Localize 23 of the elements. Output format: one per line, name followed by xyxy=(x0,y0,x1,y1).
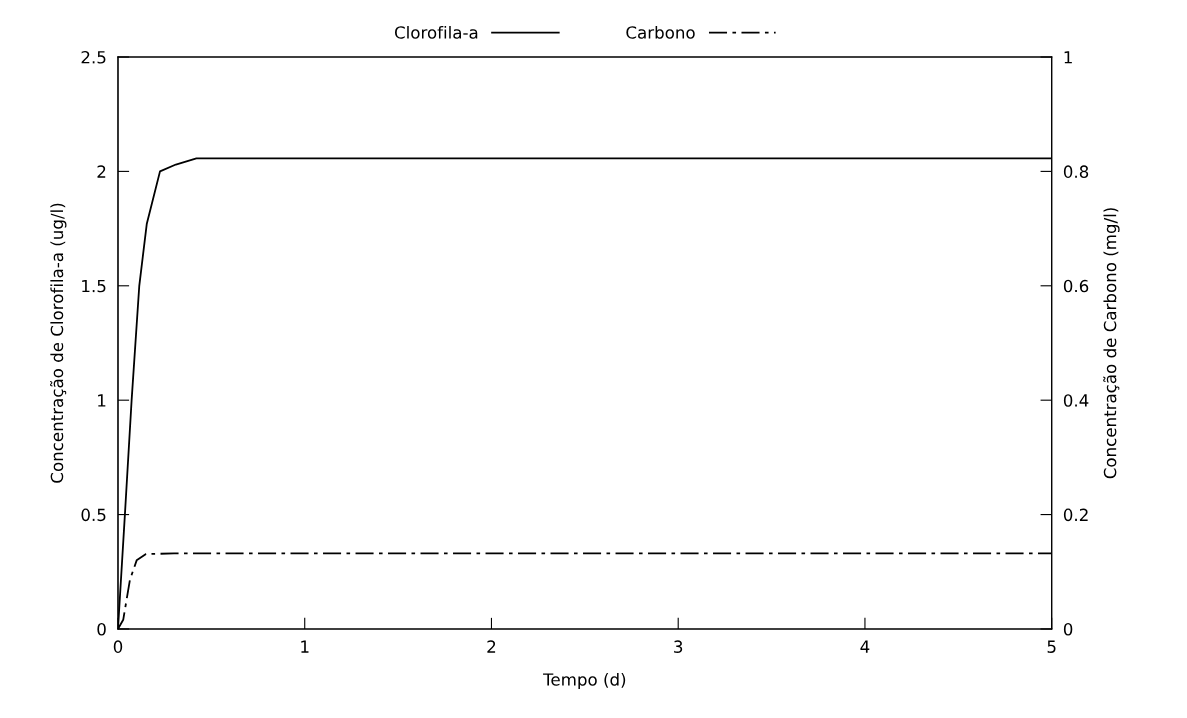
y2-tick-label: 0.8 xyxy=(1063,165,1089,178)
x-tick-label: 2 xyxy=(487,640,496,653)
x-tick-label: 3 xyxy=(674,640,683,653)
y2-tick-label: 0.4 xyxy=(1063,394,1089,407)
legend-label: Clorofila-a xyxy=(394,25,478,39)
x-tick-label: 5 xyxy=(1047,640,1056,653)
x-tick-label: 4 xyxy=(860,640,870,653)
x-tick-label: 0 xyxy=(113,640,123,653)
y2-axis-title: Concentração de Carbono (mg/l) xyxy=(1103,208,1120,479)
y-tick-label: 0.5 xyxy=(81,508,106,522)
legend-label: Carbono xyxy=(626,25,695,39)
y2-tick-label: 0 xyxy=(1063,622,1073,636)
y-tick-label: 1.5 xyxy=(82,279,106,293)
y2-tick-label: 1 xyxy=(1064,51,1072,64)
y-tick-label: 2.5 xyxy=(81,50,106,64)
x-tick-label: 1 xyxy=(301,640,309,653)
x-axis-title: Tempo (d) xyxy=(543,672,626,690)
y-tick-label: 1 xyxy=(98,394,106,407)
y-tick-label: 2 xyxy=(97,165,106,178)
y2-tick-label: 0.2 xyxy=(1063,508,1088,522)
y2-tick-label: 0.6 xyxy=(1063,279,1089,293)
y-tick-label: 0 xyxy=(97,622,106,636)
y-axis-title: Concentração de Clorofila-a (ug/l) xyxy=(50,203,67,483)
